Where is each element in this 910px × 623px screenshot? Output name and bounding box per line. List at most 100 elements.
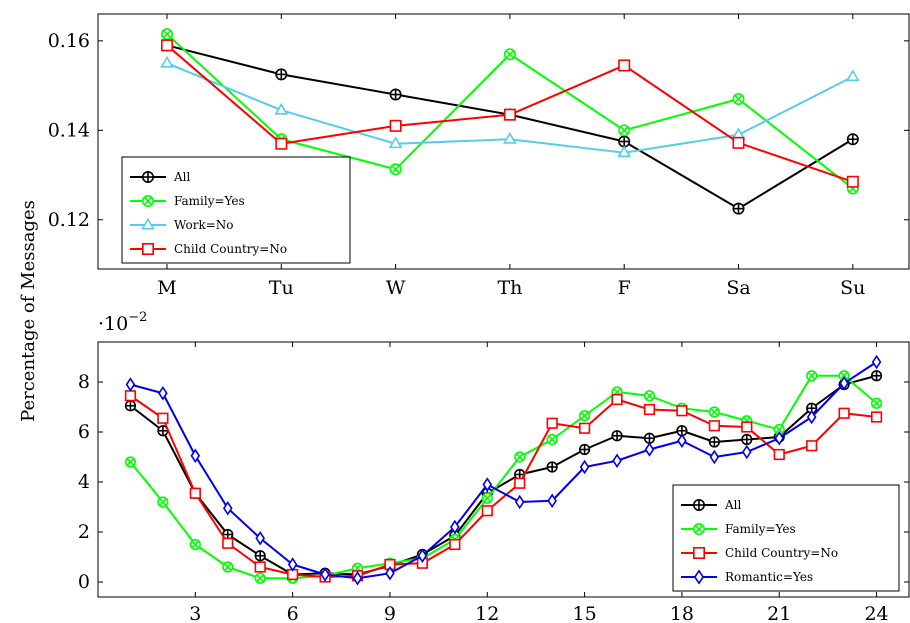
weekday-point-child-country-no-7 bbox=[846, 175, 859, 188]
weekday-point-child-country-no-4 bbox=[503, 108, 516, 121]
hour-x-tick-label-6: 6 bbox=[287, 603, 299, 623]
hour-point-child-country-no-17 bbox=[643, 403, 656, 416]
hour-point-all-20 bbox=[741, 433, 753, 446]
weekday-point-all-5 bbox=[618, 135, 631, 148]
hour-legend-marker-romantic-yes bbox=[693, 569, 705, 585]
hour-point-family-yes-2 bbox=[157, 496, 169, 508]
weekday-x-tick-label-w: W bbox=[386, 277, 406, 299]
hour-point-romantic-yes-5 bbox=[255, 531, 266, 546]
hour-x-tick-label-21: 21 bbox=[767, 603, 791, 623]
hour-point-all-4 bbox=[222, 528, 234, 541]
weekday-legend-item-work-no: Work=No bbox=[130, 217, 234, 232]
hour-point-family-yes-3 bbox=[189, 538, 201, 551]
hour-point-romantic-yes-8 bbox=[352, 571, 363, 586]
hour-legend-item-family-yes: Family=Yes bbox=[681, 522, 796, 536]
weekday-legend-marker-work-no bbox=[141, 217, 155, 230]
hour-point-romantic-yes-24 bbox=[871, 354, 882, 370]
hour-legend-label-romantic-yes: Romantic=Yes bbox=[725, 570, 813, 584]
weekday-point-child-country-no-1 bbox=[161, 39, 174, 52]
hour-point-romantic-yes-15 bbox=[579, 459, 590, 475]
weekday-point-child-country-no-6 bbox=[732, 136, 745, 149]
hour-point-child-country-no-20 bbox=[741, 421, 753, 433]
hour-point-child-country-no-1 bbox=[124, 390, 137, 402]
weekday-point-work-no-1 bbox=[160, 55, 174, 68]
hour-point-family-yes-17 bbox=[643, 390, 656, 402]
hour-point-child-country-no-12 bbox=[481, 505, 493, 517]
hour-legend-box bbox=[672, 484, 900, 592]
hour-point-child-country-no-2 bbox=[157, 412, 169, 424]
weekday-point-family-yes-4 bbox=[503, 48, 516, 61]
weekday-chart-frame bbox=[97, 13, 910, 270]
hour-point-child-country-no-5 bbox=[254, 561, 266, 573]
weekday-x-tick-label-m: M bbox=[157, 277, 176, 299]
weekday-point-work-no-2 bbox=[274, 102, 289, 115]
hour-y-tick-label-2: 2 bbox=[78, 521, 90, 543]
hour-x-tick-label-3: 3 bbox=[189, 603, 201, 623]
hour-legend-label-child-country-no: Child Country=No bbox=[725, 546, 838, 560]
y-axis-label: Percentage of Messages bbox=[18, 200, 39, 422]
hour-legend-marker-child-country-no bbox=[692, 546, 705, 559]
weekday-legend-label-all: All bbox=[173, 170, 191, 184]
weekday-legend-marker-child-country-no bbox=[142, 243, 155, 256]
hour-point-romantic-yes-9 bbox=[385, 566, 395, 581]
hour-point-all-16 bbox=[611, 430, 623, 442]
hour-point-family-yes-12 bbox=[481, 492, 493, 504]
weekday-point-child-country-no-5 bbox=[618, 59, 631, 72]
hour-legend-item-all: All bbox=[681, 498, 742, 512]
hour-point-child-country-no-19 bbox=[708, 420, 720, 432]
hour-x-tick-label-9: 9 bbox=[384, 603, 396, 623]
weekday-series-child-country-no bbox=[161, 39, 859, 188]
weekday-legend-label-family-yes: Family=Yes bbox=[174, 194, 245, 208]
weekday-x-tick-label-tu: Tu bbox=[269, 277, 294, 299]
hour-point-child-country-no-21 bbox=[773, 448, 785, 461]
weekday-point-work-no-7 bbox=[845, 69, 860, 82]
hour-chart-frame bbox=[97, 341, 910, 598]
hour-point-child-country-no-16 bbox=[611, 393, 623, 406]
hour-chart: ·10−2 3 6 9 12 15 18 21 2402468AllFamily=YesChi… bbox=[78, 310, 910, 623]
weekday-point-child-country-no-2 bbox=[275, 137, 288, 150]
hour-point-family-yes-24 bbox=[870, 397, 883, 409]
weekday-point-family-yes-3 bbox=[389, 163, 402, 176]
hour-point-romantic-yes-22 bbox=[806, 409, 817, 425]
hour-point-all-24 bbox=[870, 370, 883, 382]
hour-series-child-country-no bbox=[124, 390, 883, 583]
hour-point-all-19 bbox=[708, 436, 720, 448]
weekday-x-tick-label-su: Su bbox=[840, 277, 865, 299]
weekday-point-family-yes-1 bbox=[161, 28, 174, 41]
hour-point-romantic-yes-6 bbox=[287, 557, 298, 572]
weekday-legend-box bbox=[121, 156, 351, 264]
hour-legend-item-child-country-no: Child Country=No bbox=[681, 546, 838, 560]
weekday-point-all-3 bbox=[389, 88, 402, 101]
hour-point-romantic-yes-4 bbox=[222, 501, 233, 516]
weekday-point-all-6 bbox=[732, 202, 745, 215]
weekday-point-work-no-3 bbox=[388, 136, 403, 149]
hour-point-romantic-yes-21 bbox=[774, 431, 785, 446]
hour-point-child-country-no-11 bbox=[449, 538, 461, 551]
hour-point-child-country-no-23 bbox=[838, 407, 850, 419]
hour-point-family-yes-14 bbox=[546, 433, 558, 446]
y-multiplier-label: ·10−2 bbox=[98, 310, 147, 335]
hour-legend-item-romantic-yes: Romantic=Yes bbox=[681, 569, 813, 585]
hour-legend-label-family-yes: Family=Yes bbox=[725, 522, 796, 536]
hour-point-romantic-yes-16 bbox=[612, 453, 622, 468]
hour-point-family-yes-5 bbox=[254, 572, 266, 584]
weekday-y-tick-label-0: 0.12 bbox=[48, 209, 90, 231]
hour-y-tick-label-8: 8 bbox=[78, 371, 90, 393]
hour-point-romantic-yes-10 bbox=[417, 548, 428, 563]
hour-point-family-yes-19 bbox=[708, 406, 720, 418]
hour-x-tick-label-24: 24 bbox=[864, 603, 888, 623]
hour-point-child-country-no-3 bbox=[189, 487, 201, 499]
weekday-x-tick-label-sa: Sa bbox=[726, 277, 750, 299]
hour-point-child-country-no-15 bbox=[578, 422, 591, 434]
hour-legend-label-all: All bbox=[724, 498, 742, 512]
hour-point-child-country-no-24 bbox=[870, 411, 883, 423]
hour-x-tick-label-18: 18 bbox=[670, 603, 694, 623]
weekday-point-all-2 bbox=[275, 68, 288, 81]
hour-point-romantic-yes-23 bbox=[839, 376, 849, 391]
weekday-legend-marker-family-yes bbox=[142, 195, 155, 208]
weekday-point-family-yes-6 bbox=[732, 93, 745, 106]
hour-y-tick-label-0: 0 bbox=[78, 571, 90, 593]
hour-point-family-yes-4 bbox=[222, 561, 234, 573]
hour-point-romantic-yes-18 bbox=[677, 433, 687, 448]
